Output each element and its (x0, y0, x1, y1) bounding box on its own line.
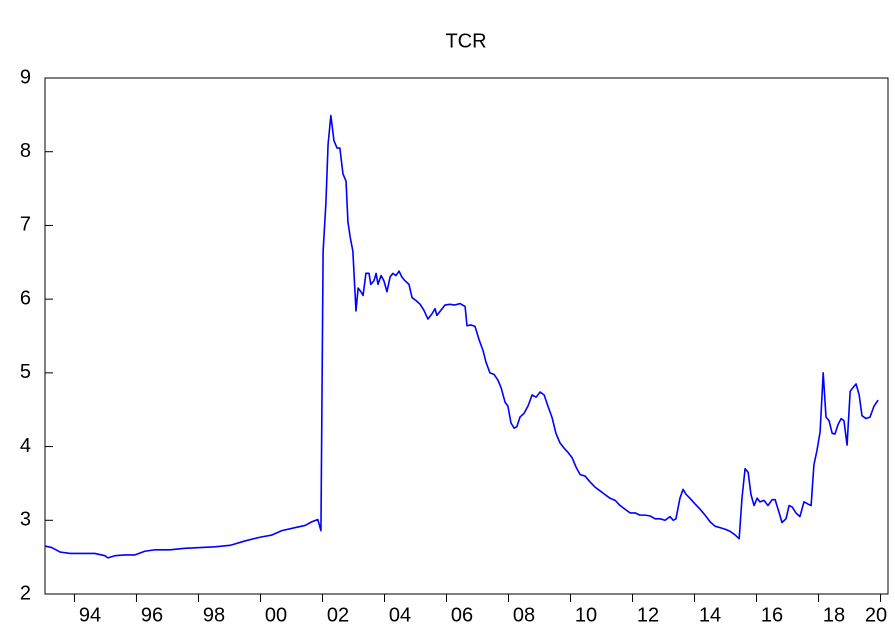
data-line (44, 114, 879, 559)
x-tick-label: 96 (141, 604, 163, 626)
y-tick-label: 4 (20, 435, 31, 457)
x-tick-label: 14 (699, 604, 721, 626)
y-tick-label: 9 (20, 66, 31, 88)
x-tick-label: 04 (389, 604, 411, 626)
y-tick-label: 3 (20, 509, 31, 531)
y-tick-label: 6 (20, 287, 31, 309)
x-tick-label: 98 (203, 604, 225, 626)
chart-title: TCR (445, 30, 486, 52)
x-tick-label: 02 (327, 604, 349, 626)
y-tick-label: 7 (20, 214, 31, 236)
x-tick-label: 12 (637, 604, 659, 626)
x-tick-label: 20 (865, 604, 887, 626)
x-tick-label: 10 (575, 604, 597, 626)
x-tick-label: 94 (79, 604, 101, 626)
y-tick-label: 5 (20, 361, 31, 383)
x-tick-label: 06 (451, 604, 473, 626)
y-tick-label: 2 (20, 582, 31, 604)
x-tick-label: 00 (265, 604, 287, 626)
x-tick-label: 18 (823, 604, 845, 626)
plot-frame (44, 77, 889, 595)
x-tick-label: 16 (761, 604, 783, 626)
y-tick-label: 8 (20, 140, 31, 162)
x-tick-label: 08 (513, 604, 535, 626)
